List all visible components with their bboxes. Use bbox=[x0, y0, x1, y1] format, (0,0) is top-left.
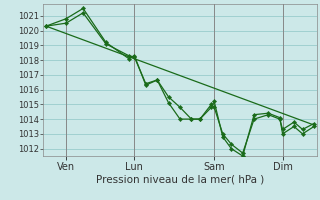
X-axis label: Pression niveau de la mer( hPa ): Pression niveau de la mer( hPa ) bbox=[96, 174, 264, 184]
